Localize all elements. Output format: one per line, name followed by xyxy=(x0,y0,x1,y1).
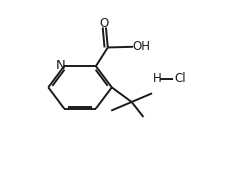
Text: N: N xyxy=(56,59,66,72)
Text: Cl: Cl xyxy=(174,72,186,85)
Text: H: H xyxy=(153,72,161,85)
Text: OH: OH xyxy=(133,40,151,53)
Text: O: O xyxy=(99,17,109,30)
